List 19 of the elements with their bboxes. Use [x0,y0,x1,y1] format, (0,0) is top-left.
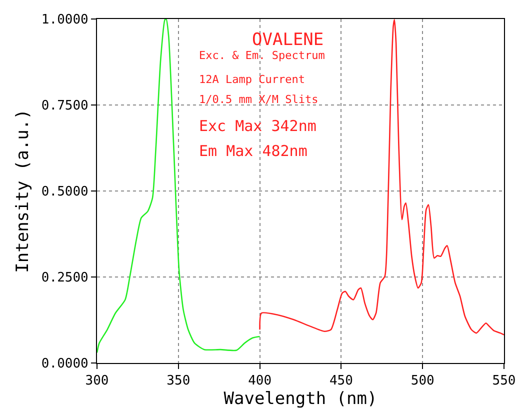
text: OVALENE [252,30,324,50]
x-tick-label: 400 [248,374,272,389]
y-tick-label: 0.5000 [41,184,88,200]
y-tick-label: 0.7500 [41,98,88,114]
y-tick-label: 1.0000 [41,12,88,28]
y-tick-label: 0.0000 [41,356,88,372]
annotation: 12A Lamp Current [199,73,305,86]
x-tick-label: 550 [492,374,516,389]
annotation: Em Max 482nm [199,142,308,160]
x-tick-label: 300 [85,374,109,389]
y-axis-title: Intensity (a.u.) [12,109,33,273]
annotation: Exc Max 342nm [199,117,316,135]
annotation: Exc. & Em. Spectrum [199,49,326,62]
y-tick-label: 0.2500 [41,270,88,286]
x-tick-label: 500 [410,374,434,389]
x-axis-title: Wavelength (nm) [224,389,378,409]
x-tick-label: 350 [166,374,190,389]
x-tick-label: 450 [329,374,353,389]
annotation: 1/0.5 mm X/M Slits [199,93,318,106]
